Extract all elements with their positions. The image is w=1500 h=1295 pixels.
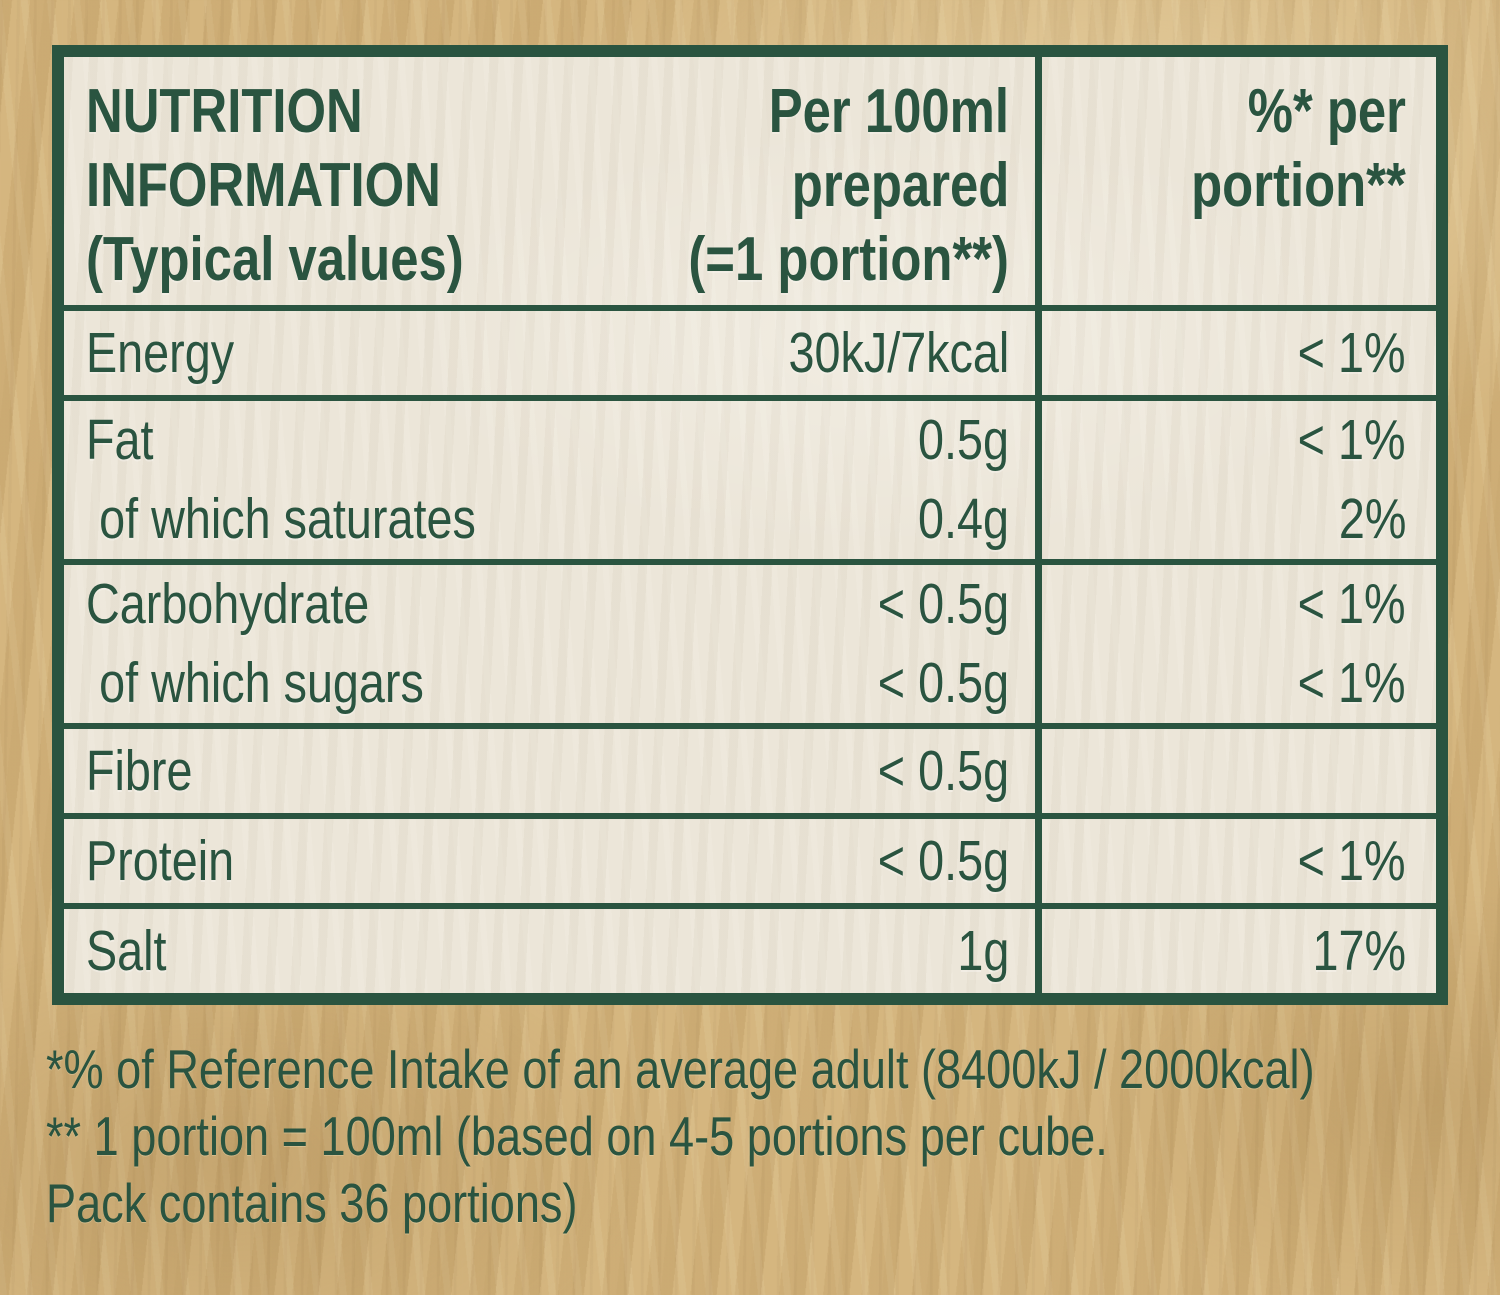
fat-value: 0.5g (918, 408, 1009, 472)
energy-value: 30kJ/7kcal (788, 320, 1009, 385)
protein-label: Protein (86, 828, 235, 893)
carbohydrate-value: < 0.5g (877, 572, 1009, 636)
protein-percent: < 1% (1298, 828, 1406, 893)
header-title-text: INFORMATION (86, 151, 441, 220)
header-percent-text: %* per (1247, 77, 1406, 146)
fibre-line: Fibre < 0.5g (86, 732, 1009, 811)
energy-main-cell: Energy 30kJ/7kcal (64, 311, 1035, 395)
saturates-value: 0.4g (918, 487, 1009, 551)
salt-line: Salt 1g (86, 912, 1009, 991)
footnote-pack-portions-text: Pack contains 36 portions) (46, 1172, 578, 1234)
salt-percent-line: 17% (1052, 912, 1406, 991)
header-per100ml-text: Per 100ml (768, 77, 1009, 146)
footnote-portion-definition: ** 1 portion = 100ml (based on 4-5 porti… (46, 1103, 1476, 1170)
footnote-portion-definition-text: ** 1 portion = 100ml (based on 4-5 porti… (46, 1105, 1108, 1167)
salt-main-cell: Salt 1g (64, 909, 1035, 993)
header-main-cell: NUTRITION INFORMATION (Typical values) P… (64, 57, 1035, 305)
fibre-percent-line (1052, 732, 1406, 811)
fat-label: Fat (86, 408, 154, 472)
carbohydrate-line: Carbohydrate < 0.5g (86, 565, 1009, 644)
header-title-line: NUTRITION (86, 75, 547, 149)
protein-percent-cell: < 1% (1035, 819, 1436, 903)
header-title-line: INFORMATION (86, 149, 547, 223)
carbohydrate-main-cell: Carbohydrate < 0.5g of which sugars < 0.… (64, 565, 1035, 723)
header-title-text: NUTRITION (86, 77, 363, 146)
fat-percent: < 1% (1298, 408, 1406, 472)
table-header-row: NUTRITION INFORMATION (Typical values) P… (64, 57, 1436, 305)
footnote-reference-intake: *% of Reference Intake of an average adu… (46, 1036, 1476, 1103)
table-row-fat: Fat 0.5g of which saturates 0.4g < 1% 2% (64, 395, 1436, 559)
energy-line: Energy 30kJ/7kcal (86, 314, 1009, 393)
table-row-salt: Salt 1g 17% (64, 903, 1436, 993)
header-title-text: (Typical values) (86, 225, 464, 294)
fibre-label: Fibre (86, 738, 193, 803)
saturates-percent-line: 2% (1052, 480, 1406, 559)
fat-main-cell: Fat 0.5g of which saturates 0.4g (64, 401, 1035, 559)
footnotes: *% of Reference Intake of an average adu… (46, 1036, 1476, 1237)
header-percent-cell: %* per portion** (1035, 57, 1436, 305)
salt-label: Salt (86, 918, 167, 983)
energy-percent-line: < 1% (1052, 314, 1406, 393)
fat-line: Fat 0.5g (86, 401, 1009, 480)
salt-percent: 17% (1312, 918, 1406, 983)
header-percent-line: portion** (1052, 149, 1406, 223)
fat-percent-line: < 1% (1052, 401, 1406, 480)
carbohydrate-percent: < 1% (1298, 572, 1406, 636)
nutrition-table: NUTRITION INFORMATION (Typical values) P… (52, 45, 1448, 1005)
carbohydrate-label: Carbohydrate (86, 572, 370, 636)
table-row-energy: Energy 30kJ/7kcal < 1% (64, 305, 1436, 395)
sugars-percent: < 1% (1298, 651, 1406, 715)
carbohydrate-percent-cell: < 1% < 1% (1035, 565, 1436, 723)
header-title-column: NUTRITION INFORMATION (Typical values) (86, 75, 547, 297)
saturates-line: of which saturates 0.4g (86, 480, 1009, 559)
fibre-percent-cell (1035, 729, 1436, 813)
salt-percent-cell: 17% (1035, 909, 1436, 993)
header-per100ml-text: prepared (791, 151, 1009, 220)
fibre-value: < 0.5g (877, 738, 1009, 803)
sugars-line: of which sugars < 0.5g (86, 644, 1009, 723)
header-per100ml-line: (=1 portion**) (618, 223, 1009, 297)
energy-percent: < 1% (1298, 320, 1406, 385)
fat-percent-cell: < 1% 2% (1035, 401, 1436, 559)
sugars-label: of which sugars (99, 651, 424, 715)
fibre-main-cell: Fibre < 0.5g (64, 729, 1035, 813)
energy-label: Energy (86, 320, 235, 385)
header-per100ml-text: (=1 portion**) (688, 225, 1009, 294)
salt-value: 1g (957, 918, 1009, 983)
saturates-label: of which saturates (99, 487, 476, 551)
sugars-percent-line: < 1% (1052, 644, 1406, 723)
footnote-pack-portions: Pack contains 36 portions) (46, 1170, 1476, 1237)
footnote-reference-intake-text: *% of Reference Intake of an average adu… (46, 1038, 1315, 1100)
saturates-percent: 2% (1338, 487, 1406, 551)
header-per100ml-line: Per 100ml (618, 75, 1009, 149)
protein-line: Protein < 0.5g (86, 822, 1009, 901)
sugars-value: < 0.5g (877, 651, 1009, 715)
header-per100ml-column: Per 100ml prepared (=1 portion**) (618, 75, 1009, 297)
header-percent-text: portion** (1191, 151, 1406, 220)
header-per100ml-line: prepared (618, 149, 1009, 223)
table-row-fibre: Fibre < 0.5g (64, 723, 1436, 813)
header-title-line: (Typical values) (86, 223, 547, 297)
table-row-carbohydrate: Carbohydrate < 0.5g of which sugars < 0.… (64, 559, 1436, 723)
protein-percent-line: < 1% (1052, 822, 1406, 901)
energy-percent-cell: < 1% (1035, 311, 1436, 395)
table-row-protein: Protein < 0.5g < 1% (64, 813, 1436, 903)
protein-value: < 0.5g (877, 828, 1009, 893)
carbohydrate-percent-line: < 1% (1052, 565, 1406, 644)
protein-main-cell: Protein < 0.5g (64, 819, 1035, 903)
header-percent-line: %* per (1052, 75, 1406, 149)
